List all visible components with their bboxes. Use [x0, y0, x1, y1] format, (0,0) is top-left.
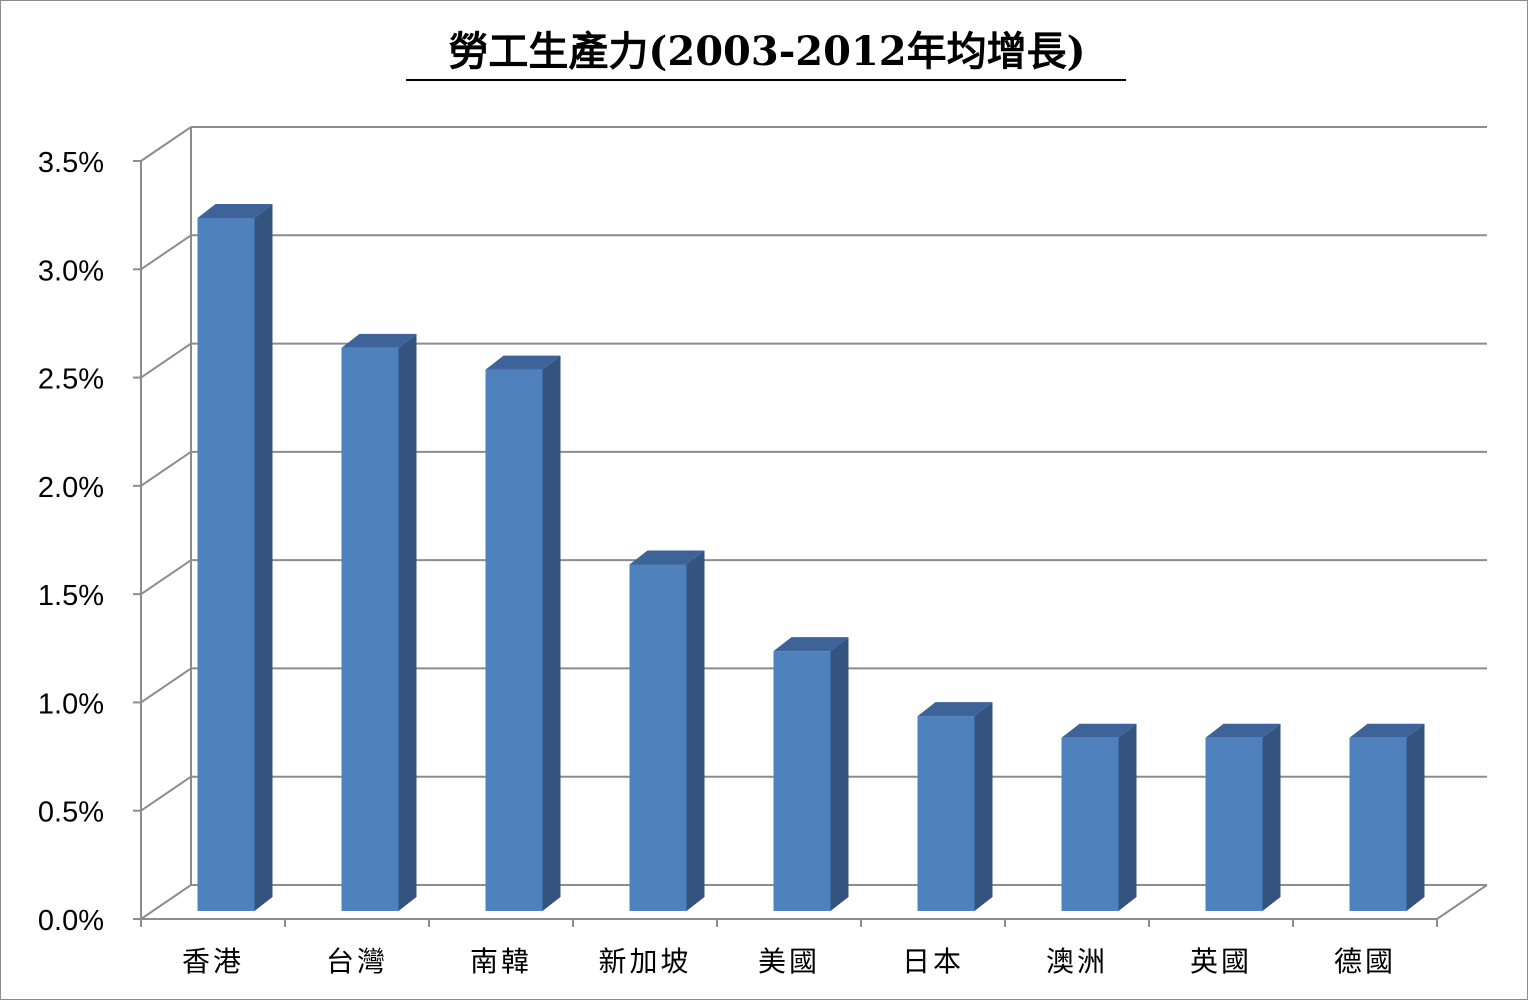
bar-front	[1349, 737, 1407, 911]
bar-side	[974, 702, 993, 911]
bar-top	[773, 637, 849, 652]
x-category-label: 美國	[758, 945, 820, 978]
bar-front	[629, 564, 687, 911]
bar-side	[686, 550, 705, 911]
bar-front	[485, 369, 543, 912]
x-category-label: 英國	[1190, 945, 1252, 978]
floor-right-edge	[1436, 884, 1488, 920]
bar-side	[398, 333, 417, 911]
bar-side	[542, 355, 561, 912]
bar-top	[485, 355, 561, 370]
bar	[485, 355, 561, 912]
y-tick-label: 2.5%	[38, 364, 104, 396]
gridline-diagonal	[140, 234, 192, 271]
bar-side	[254, 203, 273, 911]
gridline-diagonal	[140, 126, 192, 162]
gridline-diagonal	[140, 667, 192, 704]
bar-side	[830, 637, 849, 911]
bar-side	[1406, 723, 1425, 911]
x-category-labels: 香港 台灣 南韓 新加坡 美國 日本 澳洲 英國 德國	[182, 945, 1396, 978]
gridline-diagonal	[140, 559, 192, 595]
bar	[1205, 723, 1281, 911]
bar-side	[1118, 723, 1137, 911]
gridline-diagonal	[140, 451, 192, 487]
axes	[133, 160, 1488, 927]
x-category-label: 南韓	[470, 945, 532, 978]
bar-top	[1205, 723, 1281, 738]
x-category-label: 日本	[902, 945, 964, 978]
x-category-label: 新加坡	[598, 945, 691, 978]
bar	[197, 203, 273, 911]
y-tick-label: 1.5%	[38, 580, 104, 612]
y-tick-labels: 0.0% 0.5% 1.0% 1.5% 2.0% 2.5% 3.0% 3.5%	[38, 147, 104, 937]
y-tick-label: 1.0%	[38, 688, 104, 720]
y-tick-label: 0.0%	[38, 905, 104, 937]
bar-front	[341, 347, 399, 911]
gridline-diagonal	[140, 775, 192, 812]
bar	[341, 333, 417, 911]
x-category-label: 台灣	[326, 945, 388, 978]
bar-front	[1205, 737, 1263, 911]
bar-top	[197, 203, 273, 218]
y-tick-label: 3.0%	[38, 255, 104, 287]
y-tick-label: 2.0%	[38, 472, 104, 504]
bar	[917, 702, 993, 911]
chart-title: 勞工生產力(2003-2012年均增長)	[448, 28, 1085, 75]
bar	[1061, 723, 1137, 911]
bar-top	[1349, 723, 1425, 738]
bar	[629, 550, 705, 911]
bar-front	[773, 651, 831, 911]
x-category-label: 澳洲	[1046, 945, 1108, 978]
bar	[1349, 723, 1425, 911]
y-tick-label: 0.5%	[38, 797, 104, 829]
bar-top	[1061, 723, 1137, 738]
x-category-label: 德國	[1334, 945, 1396, 978]
gridline-diagonal	[140, 884, 192, 920]
x-category-label: 香港	[182, 945, 244, 978]
bar-front	[1061, 737, 1119, 911]
bar-top	[341, 333, 417, 348]
bar-top	[629, 550, 705, 565]
gridline-diagonal	[140, 342, 192, 379]
bar	[773, 637, 849, 911]
bar-side	[1262, 723, 1281, 911]
bars	[197, 203, 1425, 912]
y-tick-label: 3.5%	[38, 147, 104, 179]
bar-top	[917, 702, 993, 717]
bar-front	[197, 217, 255, 911]
bar-front	[917, 716, 975, 911]
